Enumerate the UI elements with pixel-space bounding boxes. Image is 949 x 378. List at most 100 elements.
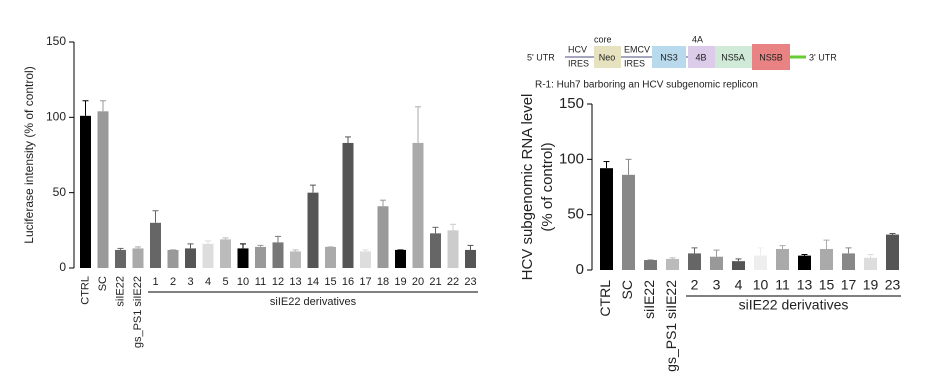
bar xyxy=(115,249,126,268)
ns5a: NS5A xyxy=(721,52,745,62)
x-tick-label: 19 xyxy=(394,276,406,288)
x-tick-label: 4 xyxy=(735,277,743,293)
x-tick-label: 23 xyxy=(885,277,901,293)
x-tick-label: 10 xyxy=(753,277,769,293)
x-tick-label: SC xyxy=(619,280,635,299)
bar xyxy=(666,258,679,270)
bar xyxy=(754,255,767,270)
y-axis-label: (% of control) xyxy=(539,142,556,231)
bar xyxy=(290,251,301,268)
bar xyxy=(864,257,877,270)
bar xyxy=(412,142,424,268)
x-tick-label: gs_PS1 siIE22 xyxy=(663,280,679,372)
y-tick-label: 100 xyxy=(559,150,584,167)
x-tick-label: 19 xyxy=(863,277,879,293)
a4: 4A xyxy=(692,34,703,44)
x-tick-label: 15 xyxy=(819,277,835,293)
bar xyxy=(710,256,723,270)
x-tick-label: 17 xyxy=(841,277,857,293)
emcv: EMCV xyxy=(624,44,650,54)
bar xyxy=(150,222,161,268)
bar xyxy=(202,243,214,268)
bar xyxy=(307,192,319,268)
bar xyxy=(776,248,789,270)
bar xyxy=(255,246,266,268)
utr5: 5' UTR xyxy=(527,52,555,62)
bar xyxy=(798,255,811,270)
bar xyxy=(447,230,459,268)
y-tick-label: 50 xyxy=(53,185,67,199)
bar xyxy=(97,111,109,268)
x-tick-label: siIE22 xyxy=(114,276,126,307)
y-tick-label: 50 xyxy=(567,206,584,223)
bar xyxy=(272,242,284,268)
ns3-box xyxy=(652,46,686,68)
x-tick-label: 21 xyxy=(429,276,441,288)
ns5a-box xyxy=(715,46,752,68)
x-tick-label: 20 xyxy=(412,276,424,288)
bar xyxy=(600,168,613,270)
bar xyxy=(430,233,441,268)
y-axis-label: HCV subgenomic RNA level xyxy=(519,94,536,281)
x-tick-label: 22 xyxy=(447,276,459,288)
bar xyxy=(377,206,389,268)
x-tick-label: 23 xyxy=(464,276,476,288)
x-tick-label: 12 xyxy=(272,276,284,288)
bar xyxy=(80,115,91,269)
x-tick-label: gs_PS1 siIE22 xyxy=(132,276,144,348)
bar xyxy=(220,239,231,268)
b4: 4B xyxy=(695,52,706,62)
x-tick-label: 15 xyxy=(324,276,336,288)
y-tick-label: 100 xyxy=(46,110,66,124)
bar xyxy=(132,248,144,268)
replicon-diagram: 5' UTR HCV IRES core Neo EMCV IRES NS3 4… xyxy=(527,34,837,90)
bar xyxy=(886,234,899,270)
utr3: 3' UTR xyxy=(809,52,837,62)
x-tick-label: 16 xyxy=(342,276,354,288)
x-tick-label: 2 xyxy=(170,276,176,288)
ires: IRES xyxy=(624,58,645,68)
neo: Neo xyxy=(599,52,616,62)
x-tick-label: 17 xyxy=(359,276,371,288)
x-tick-label: 3 xyxy=(713,277,721,293)
ns5b-box xyxy=(752,44,790,70)
x-tick-label: siIE22 xyxy=(641,280,657,319)
bar xyxy=(185,248,196,268)
x-tick-label: 4 xyxy=(205,276,211,288)
neo-box xyxy=(594,46,621,68)
bar xyxy=(360,251,371,268)
hcv: HCV xyxy=(568,44,587,54)
x-tick-label: 3 xyxy=(187,276,193,288)
x-tick-label: CTRL xyxy=(79,276,91,305)
core: core xyxy=(594,34,612,44)
bar xyxy=(342,142,354,268)
bar xyxy=(644,260,657,270)
caption: R-1: Huh7 barboring an HCV subgenomic re… xyxy=(535,80,758,91)
y-axis-label: Luciferase intensity (% of control) xyxy=(22,66,36,243)
y-tick-label: 150 xyxy=(46,34,66,48)
bar xyxy=(732,261,745,270)
x-tick-label: 5 xyxy=(222,276,228,288)
4b-box xyxy=(688,46,715,68)
x-tick-label: SC xyxy=(97,276,109,291)
group-label: siIE22 derivatives xyxy=(739,297,849,313)
bar xyxy=(842,253,855,270)
group-label: siIE22 derivatives xyxy=(270,296,357,308)
bar xyxy=(820,248,833,270)
bar xyxy=(395,249,406,268)
x-tick-label: 2 xyxy=(691,277,699,293)
ires: IRES xyxy=(568,58,589,68)
x-tick-label: 18 xyxy=(377,276,389,288)
bar xyxy=(325,246,336,268)
bar xyxy=(167,249,179,268)
x-tick-label: CTRL xyxy=(597,280,613,317)
x-tick-label: 13 xyxy=(289,276,301,288)
x-tick-label: 11 xyxy=(255,276,266,288)
bar xyxy=(688,253,701,270)
y-tick-label: 0 xyxy=(576,261,584,278)
ns3: NS3 xyxy=(660,52,678,62)
x-tick-label: 1 xyxy=(152,276,158,288)
y-tick-label: 150 xyxy=(559,95,584,112)
bar xyxy=(465,249,476,268)
